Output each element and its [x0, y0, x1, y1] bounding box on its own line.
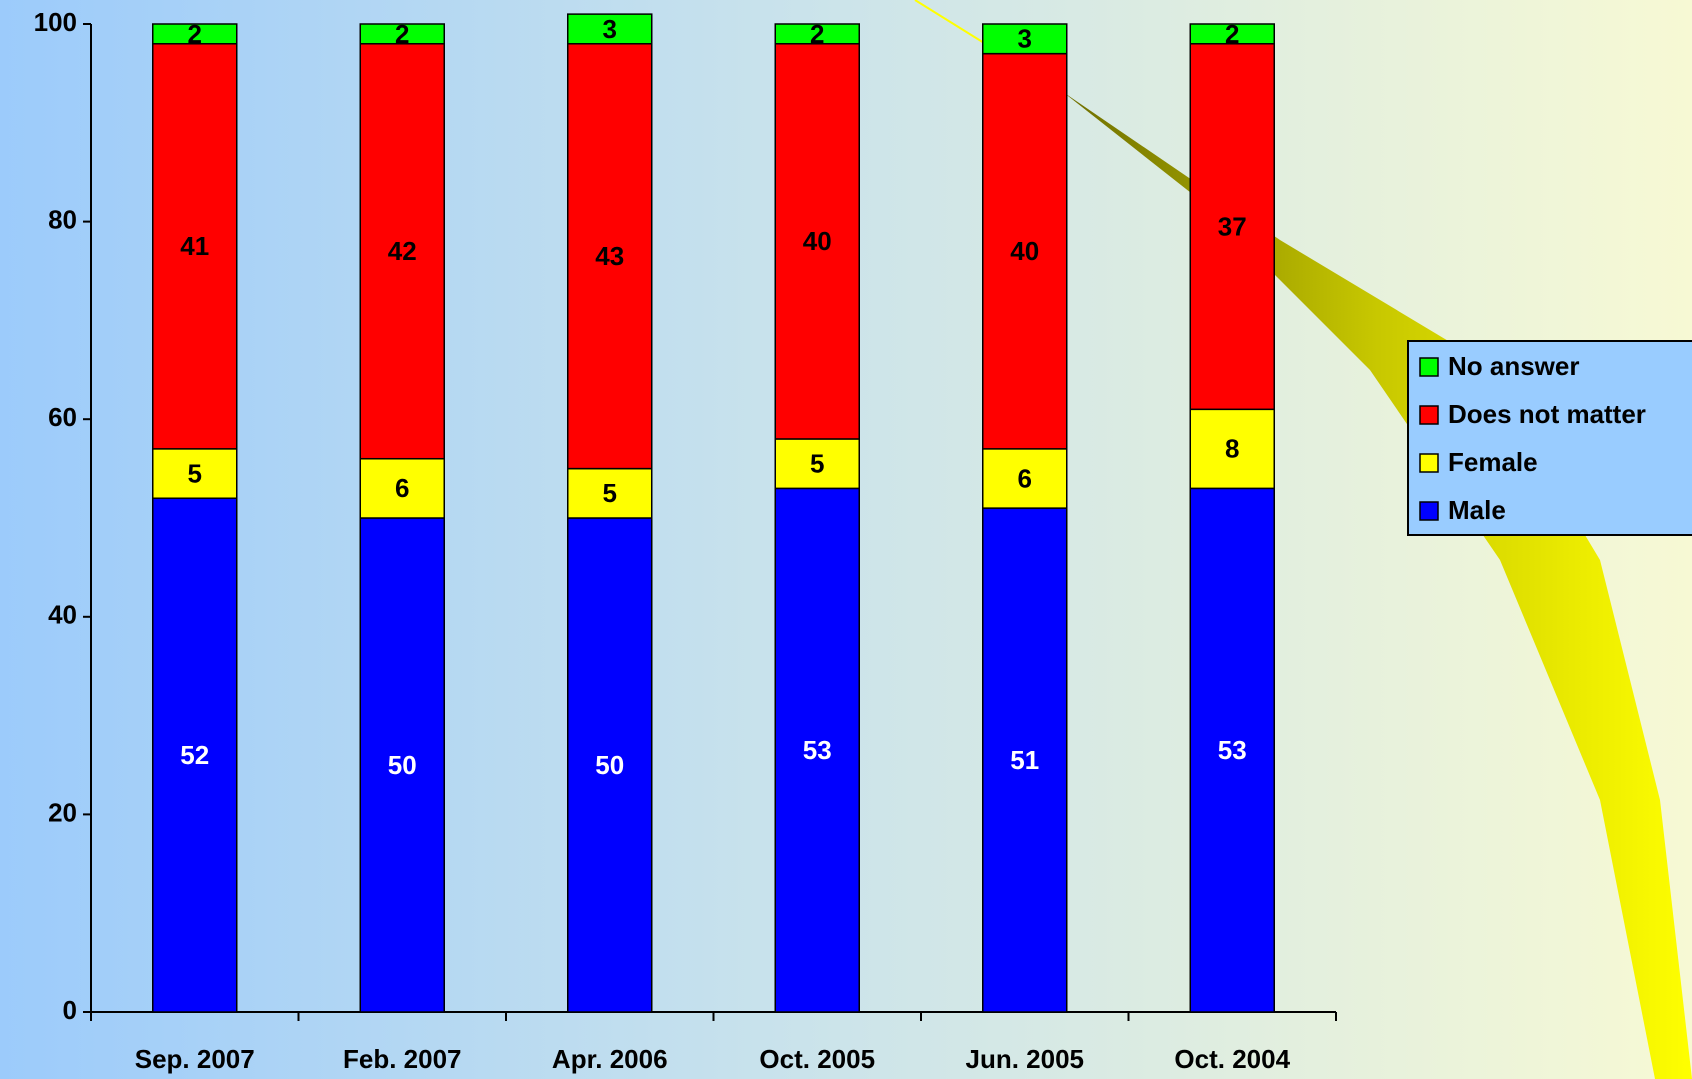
data-label: 5 [603, 478, 617, 508]
bar-segment [359, 517, 445, 1013]
data-label: 2 [188, 19, 202, 49]
y-tick-label: 20 [48, 797, 77, 827]
bar-segment [1189, 23, 1275, 45]
data-label: 53 [803, 735, 832, 765]
x-tick-label: Jun. 2005 [965, 1044, 1084, 1074]
bar-segment [567, 43, 653, 470]
legend-swatch [1419, 357, 1439, 377]
bar-segment [982, 448, 1068, 509]
x-tick-label: Sep. 2007 [135, 1044, 255, 1074]
bar-segment [567, 13, 653, 45]
y-tick-label: 100 [34, 7, 77, 37]
decoration-swoosh [1063, 92, 1692, 1079]
legend-label: No answer [1448, 351, 1580, 381]
x-tick-label: Apr. 2006 [552, 1044, 668, 1074]
bar-segment [982, 52, 1068, 450]
data-label: 5 [810, 449, 824, 479]
bar-segment [774, 43, 860, 440]
bar-segment [152, 43, 238, 450]
bar-segment [152, 448, 238, 499]
legend-label: Female [1448, 447, 1538, 477]
data-label: 42 [388, 236, 417, 266]
legend-swatch [1419, 405, 1439, 425]
data-label: 6 [1018, 463, 1032, 493]
y-tick-label: 40 [48, 600, 77, 630]
data-label: 6 [395, 473, 409, 503]
legend-swatch [1419, 453, 1439, 473]
data-label: 40 [1010, 236, 1039, 266]
bar-segment [567, 467, 653, 519]
data-label: 2 [1225, 19, 1239, 49]
legend-label: Does not matter [1448, 399, 1646, 429]
legend-box [1407, 340, 1692, 536]
bar-segment [982, 23, 1068, 55]
legend-swatch [1419, 501, 1439, 521]
data-label: 37 [1218, 211, 1247, 241]
data-label: 2 [810, 19, 824, 49]
x-tick-label: Oct. 2004 [1174, 1044, 1290, 1074]
data-label: 53 [1218, 735, 1247, 765]
y-tick-label: 80 [48, 204, 77, 234]
data-label: 50 [388, 750, 417, 780]
bar-segment [1189, 487, 1275, 1013]
bar-segment [774, 487, 860, 1013]
bar-segment [982, 507, 1068, 1013]
y-tick-label: 60 [48, 402, 77, 432]
bar-segment [1189, 408, 1275, 490]
data-label: 3 [603, 14, 617, 44]
x-tick-label: Feb. 2007 [343, 1044, 462, 1074]
data-label: 40 [803, 226, 832, 256]
bar-segment [359, 457, 445, 519]
data-label: 50 [595, 750, 624, 780]
data-label: 41 [180, 231, 209, 261]
data-label: 43 [595, 241, 624, 271]
bar-segment [152, 497, 238, 1013]
bar-segment [774, 23, 860, 45]
data-label: 52 [180, 740, 209, 770]
bar-segment [567, 517, 653, 1013]
bar-segment [359, 43, 445, 460]
legend-label: Male [1448, 495, 1506, 525]
data-label: 8 [1225, 434, 1239, 464]
data-label: 51 [1010, 745, 1039, 775]
data-label: 2 [395, 19, 409, 49]
bar-segment [359, 23, 445, 45]
data-label: 5 [188, 458, 202, 488]
bar-segment [1189, 43, 1275, 411]
y-tick-label: 0 [63, 995, 77, 1025]
x-tick-label: Oct. 2005 [759, 1044, 875, 1074]
data-label: 3 [1018, 24, 1032, 54]
bar-segment [152, 23, 238, 45]
